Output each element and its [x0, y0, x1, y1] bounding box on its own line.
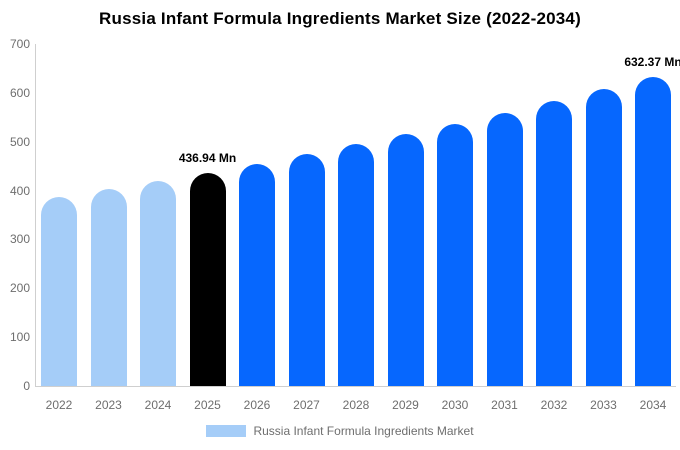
y-axis-tick-label: 200	[9, 281, 30, 296]
bar-2034[interactable]	[635, 77, 671, 386]
legend[interactable]: Russia Infant Formula Ingredients Market	[0, 424, 680, 438]
bar-2027[interactable]	[288, 154, 325, 386]
bar-2023[interactable]	[90, 189, 127, 386]
x-axis-label-2022: 2022	[45, 398, 73, 412]
x-axis-label-2030: 2030	[441, 398, 469, 412]
y-axis-tick-label: 400	[9, 183, 30, 198]
bar-2032[interactable]	[536, 101, 572, 386]
legend-label: Russia Infant Formula Ingredients Market	[253, 424, 474, 438]
x-axis-label-2032: 2032	[540, 398, 568, 412]
bar-2028[interactable]	[338, 144, 374, 386]
x-axis-label-2028: 2028	[342, 398, 370, 412]
bar-2031[interactable]	[486, 112, 523, 386]
y-axis-tick-label: 100	[9, 330, 30, 345]
bar-2029[interactable]	[387, 134, 424, 386]
x-axis-label-2033: 2033	[590, 398, 617, 412]
bar-2033[interactable]	[585, 89, 622, 386]
x-axis-line	[35, 386, 676, 387]
bar-2024[interactable]	[140, 181, 176, 386]
x-axis-label-2031: 2031	[491, 398, 518, 412]
y-axis-tick-label: 0	[23, 379, 30, 393]
value-label-2034: 632.37 Mn	[624, 55, 680, 70]
y-axis-tick-label: 600	[9, 85, 30, 100]
x-axis-label-2025: 2025	[194, 398, 221, 412]
bar-2022[interactable]	[41, 197, 77, 386]
x-axis-label-2023: 2023	[95, 398, 122, 412]
bar-2030[interactable]	[437, 123, 473, 386]
legend-swatch-icon	[206, 425, 247, 437]
bar-2025[interactable]	[189, 172, 226, 386]
y-axis-line	[35, 44, 36, 386]
bar-2026[interactable]	[239, 163, 275, 386]
x-axis-label-2027: 2027	[293, 398, 320, 412]
x-axis-label-2034: 2034	[639, 398, 667, 412]
x-axis-label-2026: 2026	[243, 398, 271, 412]
chart-title: Russia Infant Formula Ingredients Market…	[99, 9, 581, 28]
x-axis-label-2024: 2024	[144, 398, 172, 412]
y-axis-tick-label: 700	[9, 37, 30, 51]
x-axis-label-2029: 2029	[392, 398, 419, 412]
y-axis-tick-label: 500	[9, 134, 30, 149]
y-axis-tick-label: 300	[9, 232, 30, 247]
value-label-2025: 436.94 Mn	[178, 150, 237, 165]
